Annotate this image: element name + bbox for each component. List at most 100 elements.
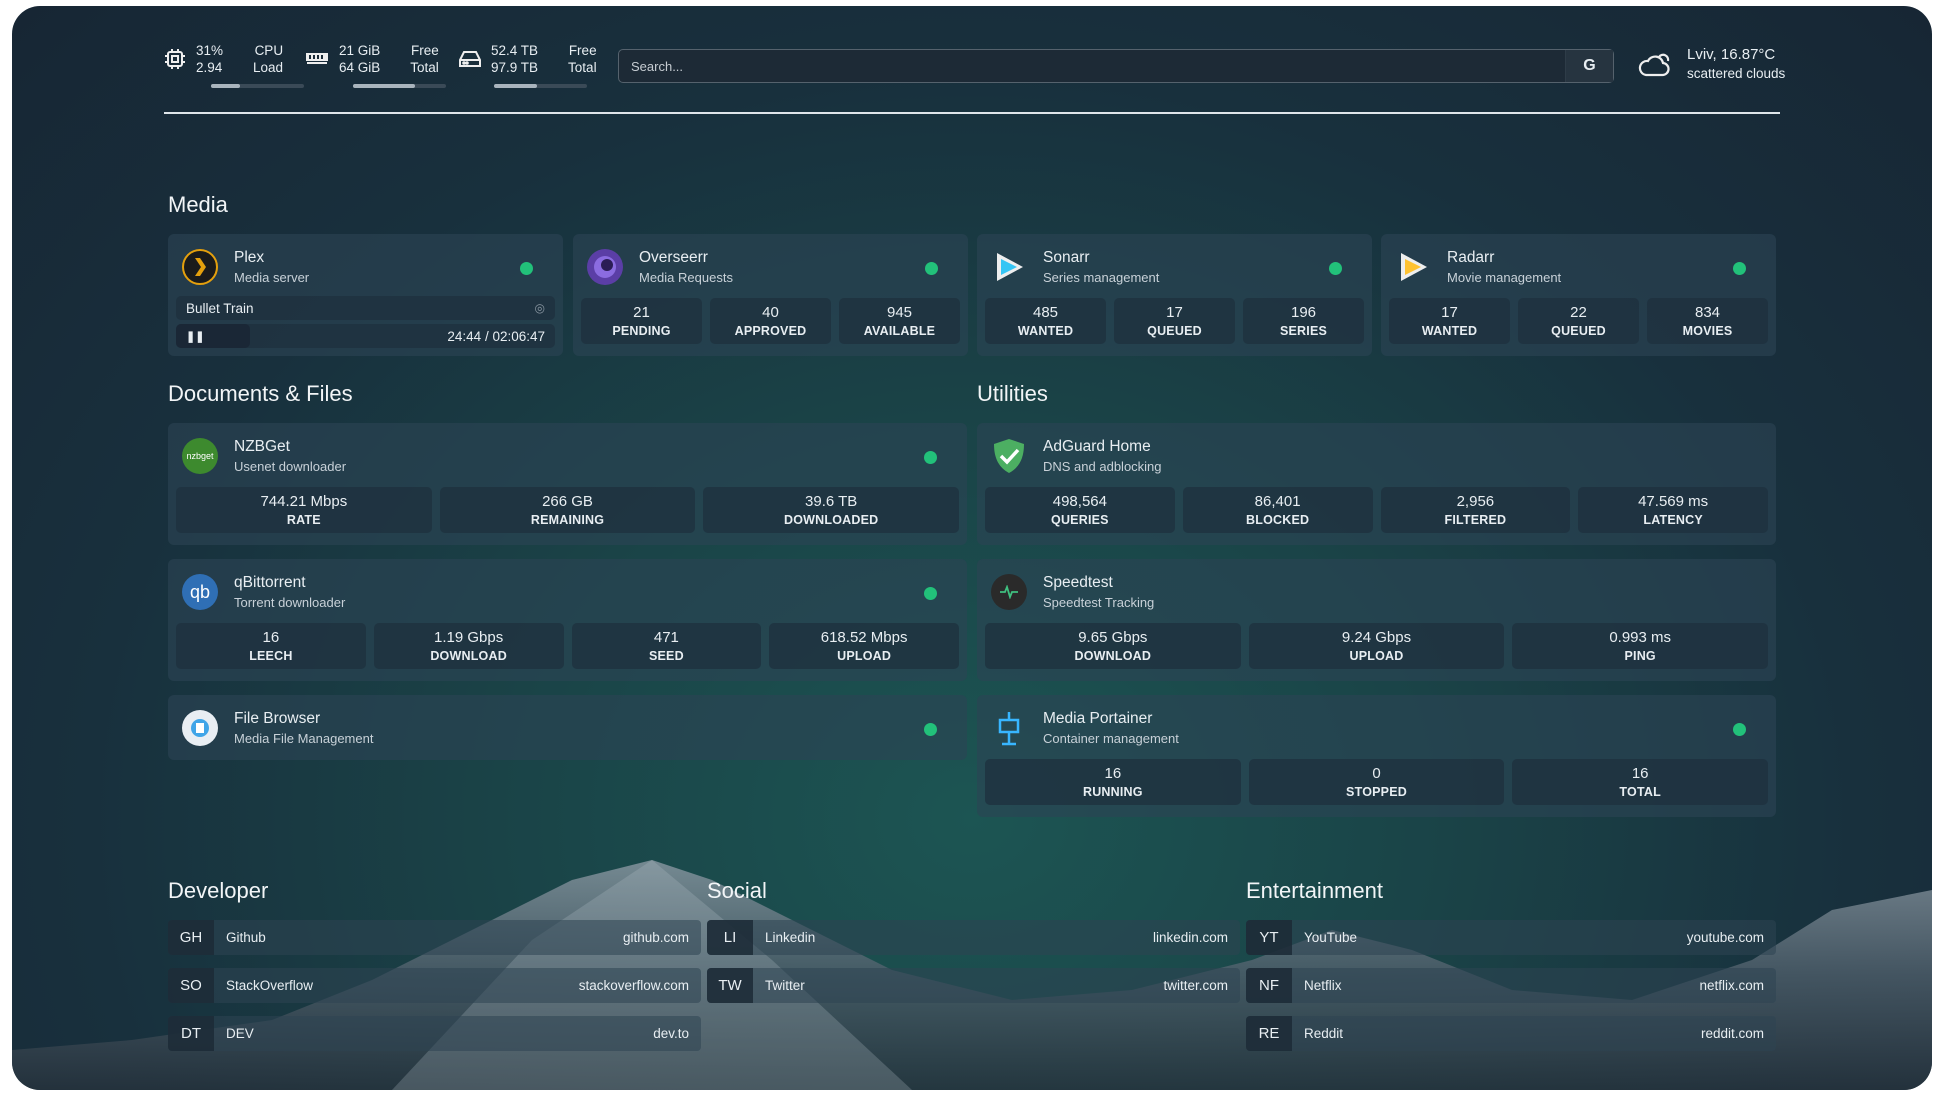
card-header: AdGuard Home DNS and adblocking xyxy=(985,431,1768,481)
stat-value: 196 xyxy=(1290,304,1317,321)
header-divider xyxy=(164,112,1780,114)
card-header: Speedtest Speedtest Tracking xyxy=(985,567,1768,617)
search-input[interactable] xyxy=(619,58,1565,74)
bookmark-name: Twitter xyxy=(765,978,805,993)
free-label: Free xyxy=(568,43,597,58)
card-header: nzbget NZBGet Usenet downloader xyxy=(176,431,959,481)
stats-row: 21 PENDING 40 APPROVED 945 AVAILABLE xyxy=(581,298,960,344)
bookmark-linkedin[interactable]: LI Linkedin linkedin.com xyxy=(707,920,1240,955)
stat-label: TOTAL xyxy=(1619,785,1661,799)
bookmark-twitter[interactable]: TW Twitter twitter.com xyxy=(707,968,1240,1003)
service-description: Usenet downloader xyxy=(234,459,347,474)
service-info: NZBGet Usenet downloader xyxy=(234,438,346,474)
disk-bar xyxy=(494,84,587,88)
bookmark-dev[interactable]: DT DEV dev.to xyxy=(168,1016,701,1051)
stat-value: 17 xyxy=(1166,304,1183,321)
stat-value: 498,564 xyxy=(1052,493,1107,510)
service-card-speedtest[interactable]: Speedtest Speedtest Tracking 9.65 Gbps DOWN… xyxy=(977,559,1776,681)
bookmark-github[interactable]: GH Github github.com xyxy=(168,920,701,955)
playback-progress[interactable]: ❚❚ 24:44 / 02:06:47 xyxy=(176,324,555,348)
service-card-qbittorrent[interactable]: qb qBittorrent Torrent downloader 16 LEECH 1.… xyxy=(168,559,967,681)
stat-label: SEED xyxy=(648,649,684,663)
stat-label: LEECH xyxy=(249,649,293,663)
stat-value: 618.52 Mbps xyxy=(820,629,908,646)
bookmark-reddit[interactable]: RE Reddit reddit.com xyxy=(1246,1016,1776,1051)
service-name: File Browser xyxy=(234,710,321,727)
status-indicator xyxy=(924,723,937,736)
bookmark-abbreviation: DT xyxy=(168,1016,214,1051)
total-label: Total xyxy=(410,60,439,75)
service-name: NZBGet xyxy=(234,438,290,455)
card-header: Overseerr Media Requests xyxy=(581,242,960,292)
stat-value: 9.24 Gbps xyxy=(1341,629,1412,646)
stat-block: 9.24 Gbps UPLOAD xyxy=(1248,623,1505,669)
stat-value: 266 GB xyxy=(542,493,593,510)
memory-total: 64 GiB xyxy=(339,60,381,75)
section-title-developer: Developer xyxy=(168,878,269,903)
service-card-adguard[interactable]: AdGuard Home DNS and adblocking 498,564 QUE… xyxy=(977,423,1776,545)
cpu-bar xyxy=(211,84,304,88)
section-title-entertainment: Entertainment xyxy=(1246,878,1383,903)
service-info: AdGuard Home DNS and adblocking xyxy=(1043,438,1162,474)
stat-value: 16 xyxy=(262,629,280,646)
bookmark-stackoverflow[interactable]: SO StackOverflow stackoverflow.com xyxy=(168,968,701,1003)
stat-block: 16 RUNNING xyxy=(985,759,1241,805)
stat-label: UPLOAD xyxy=(837,649,892,663)
bookmark-name: StackOverflow xyxy=(226,978,314,993)
memory-widget: 21 GiB Free 64 GiB Total xyxy=(305,42,439,76)
service-card-radarr[interactable]: Radarr Movie management 17 WANTED 22 QUEUED 83… xyxy=(1381,234,1776,356)
cpu-load: 2.94 xyxy=(196,60,223,75)
overseerr-icon xyxy=(587,249,623,285)
stats-row: 485 WANTED 17 QUEUED 196 SERIES xyxy=(985,298,1364,344)
service-description: Torrent downloader xyxy=(234,595,346,610)
service-card-sonarr[interactable]: Sonarr Series management 485 WANTED 17 QUEUED… xyxy=(977,234,1372,356)
section-title-docs: Documents & Files xyxy=(168,381,353,406)
bookmark-name: DEV xyxy=(226,1026,254,1041)
stat-block: 0 STOPPED xyxy=(1248,759,1505,805)
stat-block: 945 AVAILABLE xyxy=(839,298,960,344)
search-engine-button[interactable]: G xyxy=(1565,50,1613,82)
bookmark-netflix[interactable]: NF Netflix netflix.com xyxy=(1246,968,1776,1003)
stat-label: PENDING xyxy=(612,324,671,338)
bookmark-youtube[interactable]: YT YouTube youtube.com xyxy=(1246,920,1776,955)
bookmark-abbreviation: TW xyxy=(707,968,753,1003)
bookmark-name: Reddit xyxy=(1304,1026,1344,1041)
stat-block: 834 MOVIES xyxy=(1647,298,1768,344)
service-description: Media File Management xyxy=(234,731,374,746)
stat-label: AVAILABLE xyxy=(863,324,936,338)
service-card-nzbget[interactable]: nzbget NZBGet Usenet downloader 744.21 Mbps… xyxy=(168,423,967,545)
stat-label: QUERIES xyxy=(1051,513,1109,527)
status-indicator xyxy=(1733,262,1746,275)
weather-widget: Lviv, 16.87°C scattered clouds xyxy=(1637,46,1785,81)
service-card-filebrowser[interactable]: File Browser Media File Management xyxy=(168,695,967,760)
stats-row: 16 RUNNING 0 STOPPED 16 TOTAL xyxy=(985,759,1769,805)
service-name: qBittorrent xyxy=(234,574,306,591)
bookmark-name: Netflix xyxy=(1304,978,1342,993)
nzbget-icon: nzbget xyxy=(182,438,218,474)
plex-icon xyxy=(182,249,218,285)
stat-value: 485 xyxy=(1032,304,1059,321)
bookmark-abbreviation: RE xyxy=(1246,1016,1292,1051)
bookmark-url: github.com xyxy=(622,930,689,945)
card-header: File Browser Media File Management xyxy=(176,703,959,753)
stat-block: 498,564 QUERIES xyxy=(985,487,1175,533)
dashboard: 31% CPU 2.94 Load 21 GiB Free 64 GiB Total 52.… xyxy=(12,6,1932,1090)
bookmark-group-entertainment: YT YouTube youtube.com NF Netflix netflix.com… xyxy=(1246,920,1776,1064)
stat-value: 22 xyxy=(1570,304,1587,321)
service-card-portainer[interactable]: Media Portainer Container management 16 RUN… xyxy=(977,695,1776,817)
service-card-overseerr[interactable]: Overseerr Media Requests 21 PENDING 40 APPROV… xyxy=(573,234,968,356)
pause-icon[interactable]: ❚❚ xyxy=(186,330,205,343)
stat-value: 86,401 xyxy=(1254,493,1301,510)
stat-label: PING xyxy=(1624,649,1656,663)
stat-label: RUNNING xyxy=(1082,785,1143,799)
stat-value: 1.19 Gbps xyxy=(434,629,504,646)
stat-value: 40 xyxy=(762,304,779,321)
service-description: Series management xyxy=(1043,270,1160,285)
bookmark-name: Linkedin xyxy=(765,930,816,945)
filebrowser-icon xyxy=(182,710,218,746)
service-card-plex[interactable]: Plex Media server Bullet Train ◎ ❚❚ 24:44 … xyxy=(168,234,563,356)
bookmark-abbreviation: YT xyxy=(1246,920,1292,955)
stat-label: RATE xyxy=(286,513,321,527)
stat-label: BLOCKED xyxy=(1246,513,1310,527)
stats-row: 17 WANTED 22 QUEUED 834 MOVIES xyxy=(1389,298,1768,344)
